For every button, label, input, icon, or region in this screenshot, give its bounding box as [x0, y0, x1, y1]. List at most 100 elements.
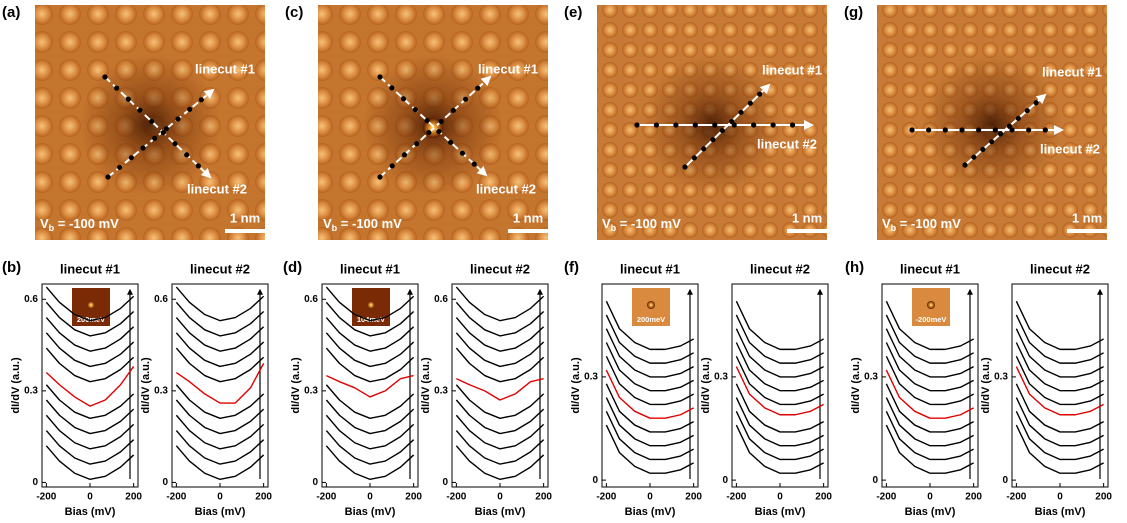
- x-tick-label: 0: [927, 492, 933, 503]
- linecut-point: [1033, 100, 1039, 106]
- x-tick-label: -200: [596, 492, 616, 503]
- bias-subscript: b: [49, 223, 55, 233]
- bias-value: = -100 mV: [896, 216, 961, 231]
- spectrum-line: [605, 397, 694, 447]
- spectrum-line: [325, 317, 415, 352]
- linecut-point: [377, 74, 383, 80]
- plot-title: linecut #1: [340, 261, 400, 276]
- inset-spot: [87, 301, 95, 309]
- linecut-point: [692, 122, 698, 128]
- spectrum-line: [1015, 328, 1104, 378]
- inset-label: 200meV: [637, 315, 665, 324]
- spectrum-line: [885, 355, 974, 406]
- linecut-point: [959, 127, 965, 133]
- linecut-point: [187, 106, 193, 112]
- y-axis-label: dI/dV (a.u.): [850, 357, 862, 414]
- linecut-point: [1015, 115, 1021, 121]
- linecut-point: [992, 127, 998, 133]
- linecut-point: [152, 135, 158, 141]
- linecut-point: [712, 122, 718, 128]
- linecut-point: [789, 122, 796, 128]
- bias-subscript: b: [332, 223, 338, 233]
- y-tick-label: 0.6: [24, 294, 38, 305]
- spectrum-line: [735, 355, 824, 406]
- x-axis-label: Bias (mV): [625, 506, 676, 518]
- spectrum-line: [45, 317, 135, 352]
- linecut-point: [389, 163, 395, 169]
- y-tick-label: 0.6: [154, 294, 168, 305]
- y-tick-label: 0.6: [304, 294, 318, 305]
- y-tick-label: 0.6: [434, 294, 448, 305]
- spectrum-line: [45, 384, 135, 420]
- spectrum-line: [455, 301, 545, 337]
- spectrum-line: [175, 317, 265, 352]
- linecut-point: [962, 162, 968, 168]
- bias-symbol: V: [882, 216, 891, 231]
- y-tick-label: 0.3: [714, 372, 728, 383]
- y-axis-label: dI/dV (a.u.): [420, 357, 432, 414]
- spectrum-line: [45, 430, 135, 465]
- y-axis-label: dI/dV (a.u.): [700, 357, 712, 414]
- linecut-point: [450, 107, 456, 113]
- linecut-point: [117, 164, 123, 170]
- x-tick-label: 0: [777, 492, 783, 503]
- inset-label: 104meV: [357, 315, 385, 324]
- linecut-point: [195, 163, 201, 169]
- x-axis-label: Bias (mV): [475, 506, 526, 518]
- inset-spot: [927, 301, 935, 309]
- linecut-point: [377, 174, 383, 180]
- linecut-point: [198, 97, 204, 103]
- x-tick-label: 200: [815, 492, 832, 503]
- linecut-point: [673, 122, 679, 128]
- x-tick-label: 0: [367, 492, 373, 503]
- x-tick-label: 200: [685, 492, 702, 503]
- x-tick-label: -200: [446, 492, 466, 503]
- linecut-point: [401, 152, 408, 158]
- inset-label: -200meV: [916, 315, 947, 324]
- linecut-point: [412, 107, 418, 113]
- linecut-label: linecut #1: [195, 61, 255, 76]
- x-tick-label: 0: [647, 492, 653, 503]
- linecut-point: [976, 127, 982, 133]
- linecut-point: [634, 122, 640, 128]
- spectrum-line: [605, 355, 694, 406]
- bias-label: Vb = -100 mV: [40, 216, 119, 233]
- x-tick-label: -200: [876, 492, 896, 503]
- spectrum-line: [175, 445, 265, 481]
- linecut-point: [731, 122, 737, 128]
- linecut-point: [414, 141, 420, 147]
- linecut-point: [980, 146, 986, 153]
- linecut-point: [1009, 127, 1015, 133]
- panel-label: (a): [2, 4, 20, 21]
- spectrum-line: [735, 366, 824, 416]
- spectrum-line: [455, 384, 545, 420]
- linecut-point: [137, 107, 143, 113]
- spectrum-line: [885, 411, 974, 461]
- spectrum-line: [455, 445, 545, 481]
- linecut-point: [701, 146, 707, 152]
- spectrum-line: [735, 300, 824, 351]
- spectrum-line: [605, 369, 694, 419]
- spectrum-line: [456, 377, 544, 401]
- panel-label: (g): [844, 4, 863, 21]
- linecut-point: [140, 145, 146, 151]
- linecut-point: [997, 131, 1004, 137]
- spectrum-line: [455, 347, 545, 383]
- bias-symbol: V: [323, 216, 332, 231]
- x-tick-label: 200: [1095, 492, 1112, 503]
- spectrum-line: [735, 383, 824, 433]
- spectrum-line: [175, 301, 265, 337]
- spectrum-line: [605, 424, 694, 474]
- plot-title: linecut #2: [1030, 261, 1090, 276]
- spectrum-line: [455, 286, 545, 322]
- y-tick-label: 0.3: [584, 372, 598, 383]
- y-axis-label: dI/dV (a.u.): [980, 357, 992, 414]
- spectrum-line: [45, 366, 135, 407]
- linecut-point: [149, 118, 155, 125]
- y-axis-label: dI/dV (a.u.): [570, 357, 582, 414]
- linecut-point: [426, 129, 432, 136]
- panel-label: (b): [2, 259, 21, 276]
- x-tick-label: 0: [497, 492, 503, 503]
- spectrum-line: [455, 414, 545, 450]
- linecut-point: [175, 116, 181, 122]
